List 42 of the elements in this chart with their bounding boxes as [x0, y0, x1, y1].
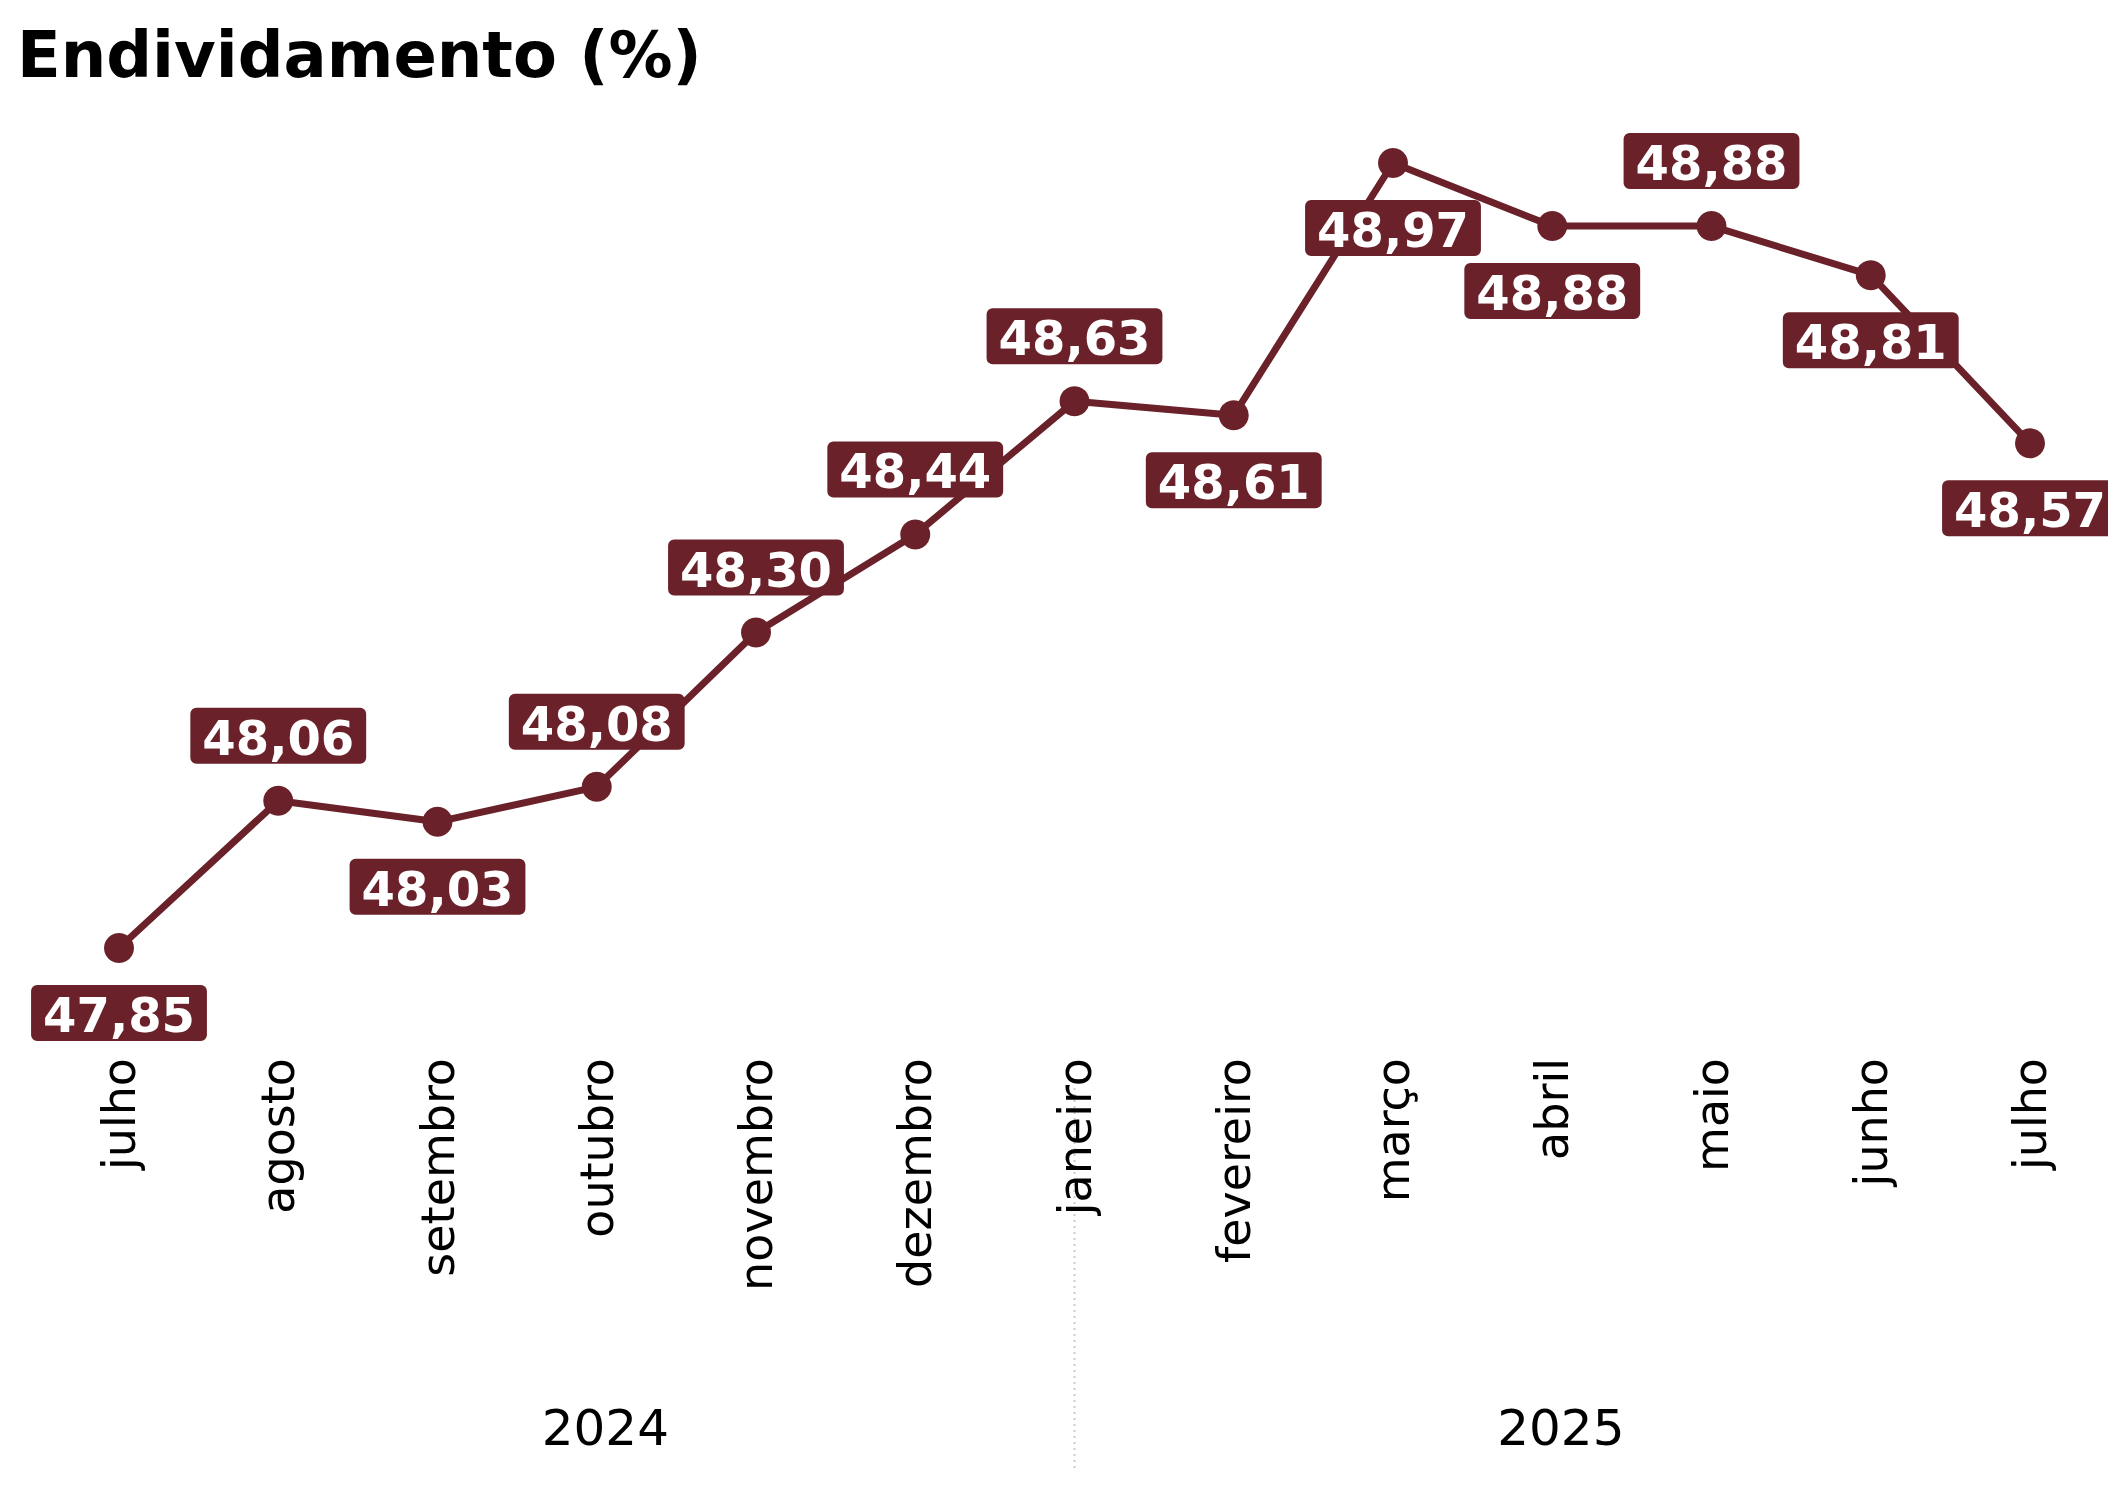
x-tick-label: novembro [729, 1058, 783, 1291]
data-label: 48,08 [520, 695, 673, 752]
data-label: 48,30 [680, 541, 832, 598]
point [422, 806, 453, 837]
point [1537, 211, 1568, 242]
data-label: 48,97 [1317, 202, 1469, 258]
data-label: 48,57 [1954, 482, 2106, 539]
text: 2025 [1497, 1399, 1625, 1457]
x-tick-label: junho [1843, 1058, 1898, 1188]
point [741, 617, 771, 648]
point [1696, 211, 1727, 242]
data-label: 48,88 [1635, 135, 1788, 192]
point [263, 785, 294, 816]
point [1218, 400, 1249, 431]
data-label: 48,03 [361, 860, 514, 917]
data-label: 48,63 [998, 310, 1151, 367]
text: 2024 [541, 1399, 669, 1457]
x-tick-label: julho [92, 1058, 146, 1172]
point [1855, 260, 1886, 291]
data-label: 48,88 [1476, 265, 1629, 322]
data-label: 48,81 [1794, 314, 1947, 371]
point [104, 933, 134, 963]
x-tick-label: fevereiro [1206, 1058, 1261, 1264]
x-tick-label: abril [1525, 1058, 1580, 1160]
point [900, 519, 931, 550]
x-tick-label: maio [1684, 1058, 1739, 1172]
data-label: 48,61 [1157, 454, 1310, 511]
x-tick-label: setembro [410, 1058, 465, 1277]
x-tick-label: março [1366, 1058, 1420, 1203]
point [1378, 148, 1408, 178]
x-tick-label: julho [2003, 1058, 2057, 1172]
point [581, 771, 612, 802]
x-tick-label: janeiro [1047, 1058, 1102, 1217]
chart-title: Endividamento (%) [17, 18, 702, 92]
data-label: 48,06 [202, 709, 355, 766]
point [2015, 428, 2045, 459]
data-label: 47,85 [43, 987, 195, 1043]
x-tick-label: agosto [251, 1058, 306, 1214]
data-label: 48,44 [839, 443, 992, 500]
x-tick-label: dezembro [888, 1058, 943, 1288]
x-tick-label: outubro [569, 1058, 624, 1238]
point [1059, 386, 1090, 417]
